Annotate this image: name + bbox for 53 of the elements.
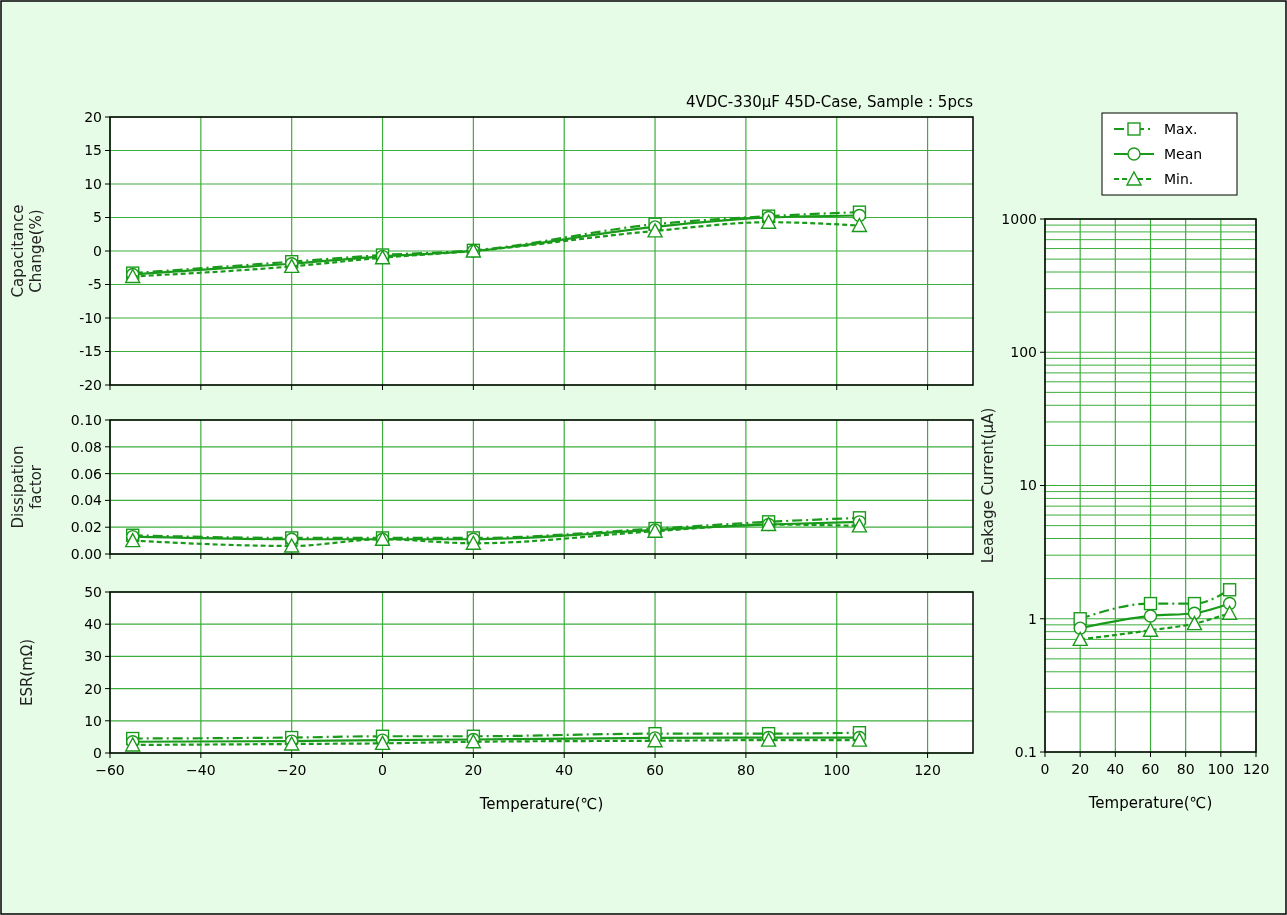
x-axis-title: Temperature(℃) xyxy=(1087,794,1213,812)
y-tick-label: 20 xyxy=(84,680,102,697)
y-tick-label: -15 xyxy=(79,343,102,360)
y-axis-title: ESR(mΩ) xyxy=(18,638,36,707)
x-tick-label: 40 xyxy=(1106,761,1125,777)
x-tick-label: 80 xyxy=(736,762,755,778)
y-tick-label: 0.08 xyxy=(70,438,102,455)
y-tick-label: 30 xyxy=(84,648,102,665)
y-tick-label: 15 xyxy=(84,142,102,159)
x-axis-title: Temperature(℃) xyxy=(478,795,604,813)
y-tick-label: 0.1 xyxy=(1014,743,1037,760)
y-tick-label: 0.06 xyxy=(70,465,103,482)
x-tick-label: 120 xyxy=(914,762,941,778)
chart-title: 4VDC-330µF 45D-Case, Sample : 5pcs xyxy=(685,93,974,111)
y-tick-label: 0.04 xyxy=(70,492,103,509)
x-tick-label: 20 xyxy=(464,762,483,778)
y-tick-label: 5 xyxy=(93,209,102,226)
y-tick-label: 100 xyxy=(1010,344,1037,361)
x-tick-label: 80 xyxy=(1176,761,1195,777)
x-tick-label: 100 xyxy=(823,762,851,778)
y-tick-label: -10 xyxy=(79,309,102,326)
x-tick-label: 100 xyxy=(1207,761,1235,777)
legend-label: Mean xyxy=(1164,145,1203,162)
x-tick-label: 40 xyxy=(555,762,574,778)
y-tick-label: 10 xyxy=(84,712,102,729)
x-tick-label: −20 xyxy=(276,762,307,778)
legend-label: Min. xyxy=(1164,170,1194,187)
x-tick-label: 0 xyxy=(1040,761,1050,777)
y-tick-label: 20 xyxy=(84,108,102,125)
y-tick-label: 0.00 xyxy=(70,545,102,562)
y-tick-label: 0.10 xyxy=(70,411,102,428)
legend-label: Max. xyxy=(1164,120,1198,137)
y-tick-label: 1000 xyxy=(1001,210,1037,227)
y-tick-label: 0.02 xyxy=(70,519,102,536)
x-tick-label: 60 xyxy=(646,762,664,778)
y-axis-title: Leakage Current(μA) xyxy=(979,407,997,564)
x-tick-label: 0 xyxy=(378,762,387,778)
x-tick-label: −60 xyxy=(95,762,125,778)
y-tick-label: 40 xyxy=(84,616,102,633)
y-tick-label: 10 xyxy=(84,175,102,192)
y-axis-title: Dissipation factor xyxy=(9,445,45,529)
x-tick-label: 20 xyxy=(1071,761,1090,777)
y-tick-label: 0 xyxy=(93,242,102,259)
x-tick-label: −40 xyxy=(186,762,216,778)
y-tick-label: 0 xyxy=(93,744,102,761)
y-axis-title: Capacitance Change(%) xyxy=(9,204,45,298)
y-tick-label: 10 xyxy=(1019,477,1037,494)
y-tick-label: -5 xyxy=(88,276,102,293)
y-tick-label: 50 xyxy=(84,583,102,600)
x-tick-label: 120 xyxy=(1242,761,1270,777)
x-tick-label: 60 xyxy=(1141,761,1160,777)
y-tick-label: -20 xyxy=(79,376,102,393)
y-tick-label: 1 xyxy=(1028,610,1037,627)
